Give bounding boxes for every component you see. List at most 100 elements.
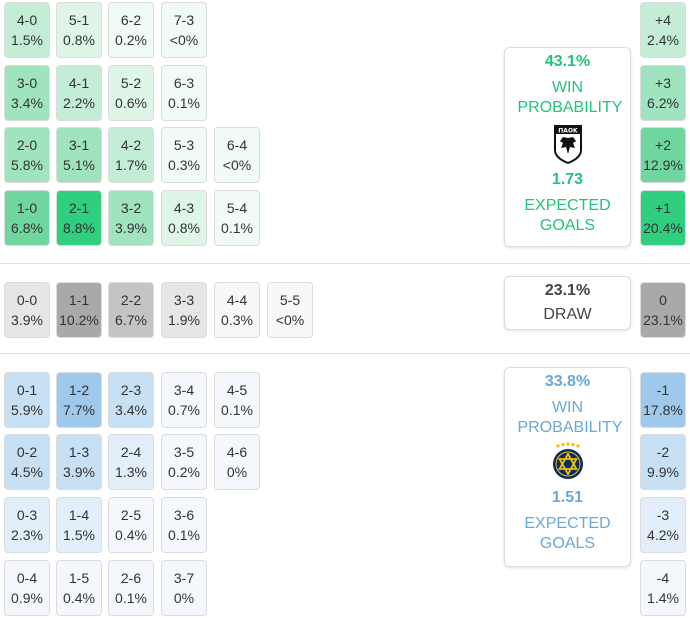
- scoreline-label: 4-2: [120, 137, 142, 153]
- scoreline-cell-home-2-1: 2-1 8.8%: [56, 190, 102, 246]
- scoreline-cell-home-3-0: 3-0 3.4%: [4, 65, 50, 121]
- away-win-label: WIN PROBABILITY: [517, 399, 623, 436]
- scoreline-cell-home-5-1: 5-1 0.8%: [56, 2, 102, 58]
- scoreline-label: 4-6: [226, 444, 248, 460]
- scoreline-cell-away-2-6: 2-6 0.1%: [108, 560, 154, 616]
- scoreline-cell-away-4-5: 4-5 0.1%: [214, 372, 260, 428]
- away-xg-label: EXPECTED GOALS: [524, 515, 611, 552]
- scoreline-probability: 10.2%: [59, 312, 99, 328]
- scoreline-label: 3-1: [68, 137, 90, 153]
- away-summary-card: 33.8% WIN PROBABILITY 1.51 EXPECTED GOAL…: [504, 367, 631, 567]
- scoreline-probability: 0.8%: [63, 32, 95, 48]
- scoreline-label: 5-1: [68, 12, 90, 28]
- away-expected-goals: 1.51: [551, 489, 584, 506]
- scoreline-label: -3: [656, 507, 670, 523]
- margin-cell--3: -3 4.2%: [640, 497, 686, 553]
- scoreline-cell-home-5-2: 5-2 0.6%: [108, 65, 154, 121]
- away-win-probability: 33.8%: [544, 373, 591, 390]
- scoreline-cell-away-0-2: 0-2 4.5%: [4, 434, 50, 490]
- scoreline-cell-away-3-4: 3-4 0.7%: [161, 372, 207, 428]
- scoreline-probability: 9.9%: [647, 464, 679, 480]
- scoreline-probability: 2.3%: [11, 527, 43, 543]
- section-divider-home-draw: [0, 263, 690, 264]
- scoreline-label: 4-0: [16, 12, 38, 28]
- home-xg-label: EXPECTED GOALS: [524, 197, 611, 234]
- scoreline-probability: 23.1%: [643, 312, 683, 328]
- scoreline-cell-draw-4-4: 4-4 0.3%: [214, 282, 260, 338]
- scoreline-label: 0: [659, 292, 667, 308]
- scoreline-cell-away-1-2: 1-2 7.7%: [56, 372, 102, 428]
- scoreline-label: 1-2: [68, 382, 90, 398]
- scoreline-label: 7-3: [173, 12, 195, 28]
- scoreline-label: 3-2: [120, 200, 142, 216]
- scoreline-cell-home-5-3: 5-3 0.3%: [161, 127, 207, 183]
- scoreline-cell-home-4-0: 4-0 1.5%: [4, 2, 50, 58]
- scoreline-probability: 3.4%: [11, 95, 43, 111]
- scoreline-label: +3: [655, 75, 671, 91]
- scoreline-probability: 0.1%: [168, 527, 200, 543]
- scoreline-label: 4-1: [68, 75, 90, 91]
- scoreline-cell-draw-2-2: 2-2 6.7%: [108, 282, 154, 338]
- scoreline-probability: 12.9%: [643, 157, 683, 173]
- scoreline-probability: 4.5%: [11, 464, 43, 480]
- scoreline-label: 2-0: [16, 137, 38, 153]
- scoreline-probability: 6.2%: [647, 95, 679, 111]
- scoreline-cell-home-4-2: 4-2 1.7%: [108, 127, 154, 183]
- scoreline-probability: 0.8%: [168, 220, 200, 236]
- home-expected-goals: 1.73: [551, 171, 584, 188]
- scoreline-cell-away-0-1: 0-1 5.9%: [4, 372, 50, 428]
- home-win-label: WIN PROBABILITY: [517, 79, 623, 116]
- scoreline-label: 4-3: [173, 200, 195, 216]
- home-summary-card: 43.1% WIN PROBABILITY ΠΑΟΚ 1.73 EXPECTED…: [504, 47, 631, 247]
- scoreline-probability: 0.1%: [168, 95, 200, 111]
- scoreline-label: 1-1: [68, 292, 90, 308]
- scoreline-label: -1: [656, 382, 670, 398]
- scoreline-probability: 0%: [226, 464, 248, 480]
- scoreline-probability: 0.9%: [11, 590, 43, 606]
- scoreline-cell-draw-5-5: 5-5 <0%: [267, 282, 313, 338]
- margin-cell--2: -2 9.9%: [640, 434, 686, 490]
- scoreline-probability: 0.4%: [63, 590, 95, 606]
- scoreline-label: 5-5: [279, 292, 301, 308]
- draw-label: DRAW: [543, 306, 592, 323]
- scoreline-probability: 1.9%: [168, 312, 200, 328]
- scoreline-label: 4-4: [226, 292, 248, 308]
- scoreline-probability: 5.1%: [63, 157, 95, 173]
- scoreline-label: 5-4: [226, 200, 248, 216]
- scoreline-label: 3-3: [173, 292, 195, 308]
- scoreline-probability: <0%: [275, 312, 305, 328]
- scoreline-label: 3-5: [173, 444, 195, 460]
- margin-cell-+4: +4 2.4%: [640, 2, 686, 58]
- scoreline-label: 2-3: [120, 382, 142, 398]
- scoreline-probability: 1.7%: [115, 157, 147, 173]
- scoreline-label: 2-2: [120, 292, 142, 308]
- scoreline-probability: 20.4%: [643, 220, 683, 236]
- scoreline-probability: 1.3%: [115, 464, 147, 480]
- scoreline-probability: 3.9%: [11, 312, 43, 328]
- scoreline-probability: 6.7%: [115, 312, 147, 328]
- scoreline-label: 2-1: [68, 200, 90, 216]
- scoreline-cell-home-5-4: 5-4 0.1%: [214, 190, 260, 246]
- scoreline-probability: 0.3%: [168, 157, 200, 173]
- paok-eagle-crest-icon: ΠΑΟΚ: [553, 125, 582, 164]
- scoreline-label: 5-3: [173, 137, 195, 153]
- scoreline-probability: <0%: [222, 157, 252, 173]
- scoreline-cell-draw-1-1: 1-1 10.2%: [56, 282, 102, 338]
- scoreline-probability: 8.8%: [63, 220, 95, 236]
- paok-crest-text: ΠΑΟΚ: [558, 128, 578, 135]
- scoreline-probability: 3.4%: [115, 402, 147, 418]
- scoreline-cell-home-7-3: 7-3 <0%: [161, 2, 207, 58]
- scoreline-label: 2-5: [120, 507, 142, 523]
- scoreline-cell-away-3-5: 3-5 0.2%: [161, 434, 207, 490]
- scoreline-label: 0-2: [16, 444, 38, 460]
- scoreline-label: +1: [655, 200, 671, 216]
- scoreline-cell-away-2-3: 2-3 3.4%: [108, 372, 154, 428]
- scoreline-cell-home-6-3: 6-3 0.1%: [161, 65, 207, 121]
- scoreline-label: 2-4: [120, 444, 142, 460]
- scoreline-probability: 1.5%: [11, 32, 43, 48]
- margin-cell--4: -4 1.4%: [640, 560, 686, 616]
- scoreline-label: 0-1: [16, 382, 38, 398]
- scoreline-cell-away-1-3: 1-3 3.9%: [56, 434, 102, 490]
- scoreline-cell-away-2-5: 2-5 0.4%: [108, 497, 154, 553]
- scoreline-cell-home-3-1: 3-1 5.1%: [56, 127, 102, 183]
